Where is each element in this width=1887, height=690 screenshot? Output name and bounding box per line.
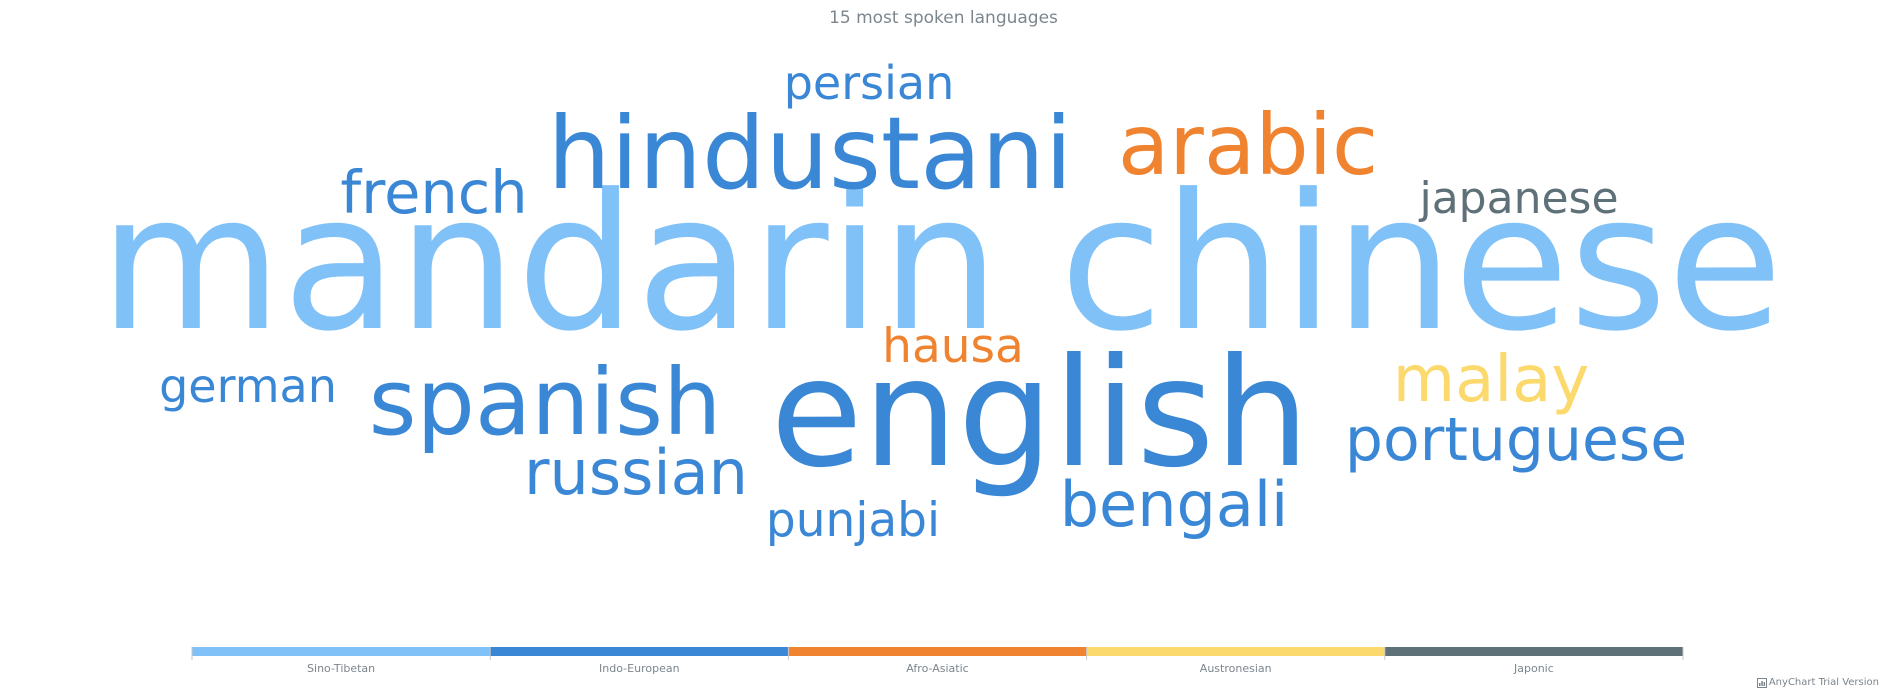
legend-label-sino-tibetan: Sino-Tibetan	[307, 662, 375, 675]
word-arabic[interactable]: arabic	[1118, 96, 1378, 194]
word-bengali[interactable]: bengali	[1060, 468, 1289, 541]
word-japanese[interactable]: japanese	[1418, 173, 1618, 224]
color-range-segment-indo-european	[490, 647, 789, 656]
legend-label-afro-asiatic: Afro-Asiatic	[906, 662, 968, 675]
word-malay[interactable]: malay	[1393, 343, 1589, 417]
word-hausa[interactable]: hausa	[882, 319, 1024, 374]
word-french[interactable]: french	[340, 158, 527, 227]
word-english[interactable]: english	[770, 327, 1309, 501]
legend-label-japonic: Japonic	[1513, 662, 1554, 675]
chart-icon	[1756, 677, 1767, 688]
word-punjabi[interactable]: punjabi	[766, 493, 940, 548]
word-mandarin-chinese[interactable]: mandarin chinese	[99, 154, 1783, 373]
credits-text: AnyChart Trial Version	[1768, 677, 1879, 688]
word-spanish[interactable]: spanish	[369, 349, 722, 456]
color-range-segment-austronesian	[1086, 647, 1385, 656]
color-range-segment-afro-asiatic	[788, 647, 1087, 656]
word-portuguese[interactable]: portuguese	[1345, 405, 1687, 475]
legend-label-austronesian: Austronesian	[1200, 662, 1272, 675]
word-persian[interactable]: persian	[784, 56, 955, 110]
word-german[interactable]: german	[159, 359, 337, 413]
legend-label-indo-european: Indo-European	[599, 662, 680, 675]
color-range-segment-sino-tibetan	[192, 647, 491, 656]
credits[interactable]: AnyChart Trial Version	[1756, 677, 1879, 688]
color-range-segment-japonic	[1384, 647, 1683, 656]
word-russian[interactable]: russian	[524, 436, 748, 509]
chart-title: 15 most spoken languages	[829, 8, 1058, 28]
word-hindustani[interactable]: hindustani	[547, 95, 1072, 212]
